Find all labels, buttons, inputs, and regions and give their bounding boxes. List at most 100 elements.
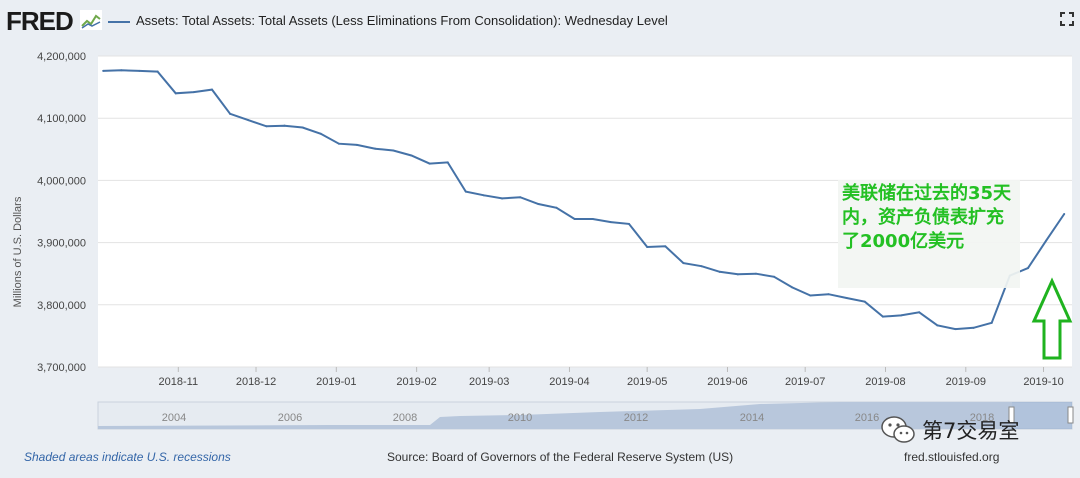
up-arrow-shape (1031, 277, 1073, 360)
data-point (537, 203, 540, 206)
navigator-area (98, 402, 1012, 429)
site-url[interactable]: fred.stlouisfed.org (904, 450, 1000, 464)
data-point (392, 149, 395, 152)
data-point (464, 190, 467, 193)
data-point (410, 154, 413, 157)
series-legend-swatch (108, 21, 130, 23)
watermark-text: 第7交易室 (922, 419, 1020, 443)
y-tick-label: 3,900,000 (37, 238, 86, 250)
x-tick-label: 2018-12 (236, 376, 276, 388)
recessions-link[interactable]: Shaded areas indicate U.S. recessions (24, 450, 231, 464)
navigator-label: 2012 (624, 412, 648, 424)
data-point (664, 245, 667, 248)
data-point (337, 142, 340, 145)
data-point (827, 293, 830, 296)
data-point (428, 162, 431, 165)
navigator-label: 2018 (970, 412, 994, 424)
data-point (936, 324, 939, 327)
data-point (918, 311, 921, 314)
data-point (555, 206, 558, 209)
data-point (482, 194, 485, 197)
data-point (102, 69, 105, 72)
data-point (192, 91, 195, 94)
data-point (519, 196, 522, 199)
data-point (900, 314, 903, 317)
x-tick-label: 2019-07 (785, 376, 825, 388)
data-point (736, 273, 739, 276)
data-point (301, 126, 304, 129)
data-point (319, 132, 322, 135)
data-points (102, 69, 1066, 331)
series-line (103, 69, 1066, 331)
data-point (791, 286, 794, 289)
watermark (881, 416, 915, 443)
data-point (174, 92, 177, 95)
up-arrow (1031, 277, 1073, 360)
data-point (265, 125, 268, 128)
wechat-icon (881, 416, 915, 443)
chart-logo-icon (80, 10, 102, 30)
fullscreen-icon[interactable] (1060, 12, 1074, 26)
navigator-label: 2004 (162, 412, 186, 424)
y-axis-tick-labels: 4,200,000 4,100,000 4,000,000 3,900,000 3,80… (37, 51, 86, 374)
navigator-label: 2016 (855, 412, 879, 424)
navigator-right-handle[interactable] (1067, 406, 1074, 424)
x-tick-label: 2019-08 (865, 376, 905, 388)
data-point (247, 119, 250, 122)
data-point (120, 69, 123, 72)
data-point (628, 222, 631, 225)
data-point (990, 321, 993, 324)
data-point (156, 70, 159, 73)
y-tick-label: 3,700,000 (37, 362, 86, 374)
data-point (718, 270, 721, 273)
data-point (863, 300, 866, 303)
data-point (573, 217, 576, 220)
data-point (773, 275, 776, 278)
data-point (501, 197, 504, 200)
x-tick-label: 2019-02 (396, 376, 436, 388)
x-tick-label: 2019-04 (549, 376, 589, 388)
navigator-labels: 2004 2006 2008 2010 2012 2014 2016 2018 (162, 412, 994, 424)
data-point (229, 112, 232, 115)
data-point (609, 221, 612, 224)
navigator-selection[interactable] (1012, 402, 1072, 429)
data-point (356, 143, 359, 146)
data-point (809, 294, 812, 297)
x-tick-label: 2019-06 (707, 376, 747, 388)
data-point (210, 88, 213, 91)
x-tick-label: 2019-01 (316, 376, 356, 388)
navigator-label: 2008 (393, 412, 417, 424)
annotation-text: 美联储在过去的35天内，资产负债表扩充了2000亿美元 (842, 183, 1012, 252)
navigator[interactable]: 2004 2006 2008 2010 2012 2014 2016 2018 (97, 401, 1074, 430)
fred-logo[interactable]: FRED (6, 6, 74, 36)
y-axis-label: Millions of U.S. Dollars (12, 196, 24, 307)
data-point (283, 124, 286, 127)
y-tick-label: 3,800,000 (37, 300, 86, 312)
data-point (138, 69, 141, 72)
data-point (700, 265, 703, 268)
x-tick-label: 2019-10 (1023, 376, 1063, 388)
x-axis-tick-labels: 2018-11 2018-12 2019-01 2019-02 2019-03 2019-… (159, 367, 1064, 388)
x-tick-label: 2018-11 (159, 376, 199, 388)
x-tick-label: 2019-03 (469, 376, 509, 388)
series-title: Assets: Total Assets: Total Assets (Less… (136, 13, 668, 28)
x-tick-label: 2019-05 (627, 376, 667, 388)
y-tick-label: 4,200,000 (37, 51, 86, 63)
data-point (646, 245, 649, 248)
data-point (374, 147, 377, 150)
chart-header: FRED Assets: Total Assets: Total Assets … (0, 0, 1080, 44)
y-tick-label: 4,000,000 (37, 175, 86, 187)
x-tick-label: 2019-09 (946, 376, 986, 388)
data-point (446, 161, 449, 164)
data-point (845, 296, 848, 299)
navigator-label: 2010 (508, 412, 532, 424)
navigator-label: 2006 (278, 412, 302, 424)
annotation-box (838, 180, 1020, 288)
data-point (881, 315, 884, 318)
data-point (682, 262, 685, 265)
data-point (754, 272, 757, 275)
data-point (591, 217, 594, 220)
navigator-left-handle[interactable] (1008, 406, 1015, 424)
data-point (1026, 267, 1029, 270)
y-tick-label: 4,100,000 (37, 113, 86, 125)
